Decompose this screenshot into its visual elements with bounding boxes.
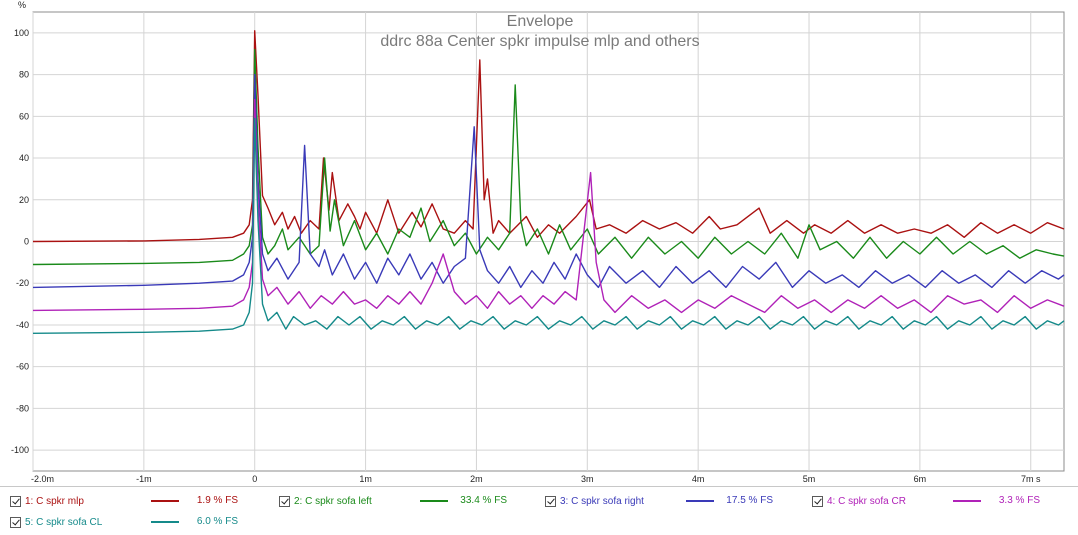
chart-title: Envelope	[507, 13, 574, 30]
legend-label: 5: C spkr sofa CL	[25, 516, 103, 528]
legend-checkbox-1[interactable]	[10, 495, 21, 507]
legend-swatch	[686, 500, 714, 502]
y-tick-label: -100	[11, 445, 29, 455]
x-tick-label: 4m	[692, 474, 705, 484]
legend-item-2: 2: C spkr sofa left	[279, 493, 372, 509]
y-tick-label: 20	[19, 195, 29, 205]
legend-label: 2: C spkr sofa left	[294, 495, 372, 507]
y-tick-label: -20	[16, 278, 29, 288]
y-tick-label: -40	[16, 320, 29, 330]
y-tick-label: -60	[16, 362, 29, 372]
legend-item-5: 5: C spkr sofa CL	[10, 514, 102, 530]
series-line-5	[32, 117, 1065, 334]
legend-checkbox-5[interactable]	[10, 516, 21, 528]
legend-label: 3: C spkr sofa right	[560, 495, 644, 507]
legend-checkbox-2[interactable]	[279, 495, 290, 507]
y-tick-label: 0	[24, 237, 29, 247]
legend-label: 1: C spkr mlp	[25, 495, 84, 507]
y-tick-label: -80	[16, 403, 29, 413]
legend-swatch	[151, 521, 179, 523]
y-tick-label: 80	[19, 70, 29, 80]
y-tick-label: 100	[14, 28, 29, 38]
x-tick-label: 2m	[470, 474, 483, 484]
y-tick-label: 40	[19, 153, 29, 163]
legend: 1: C spkr mlp 1.9 % FS 2: C spkr sofa left…	[0, 486, 1078, 535]
x-tick-label: 5m	[803, 474, 816, 484]
series-line-1	[32, 30, 1065, 243]
series-lines	[32, 30, 1065, 334]
chart-subtitle: ddrc 88a Center spkr impulse mlp and oth…	[380, 33, 699, 50]
legend-scale-value: 6.0 % FS	[196, 516, 238, 527]
legend-checkbox-4[interactable]	[812, 495, 823, 507]
legend-swatch	[151, 500, 179, 502]
series-line-4	[32, 98, 1065, 314]
x-tick-label: 3m	[581, 474, 594, 484]
legend-item-1: 1: C spkr mlp	[10, 493, 84, 509]
y-tick-label: 60	[19, 111, 29, 121]
x-tick-label: 6m	[914, 474, 927, 484]
x-tick-label: 7m s	[1021, 474, 1041, 484]
legend-scale-value: 33.4 % FS	[460, 495, 507, 506]
legend-swatch	[420, 500, 448, 502]
x-tick-label: -1m	[136, 474, 152, 484]
y-axis-unit: %	[18, 0, 26, 10]
axis-ticks: 100 80 60 40 20 0 -20 -40 -60 -80 -100 -2.0m -1m 0 1m 2…	[11, 28, 1041, 484]
legend-scale-value: 3.3 % FS	[998, 495, 1040, 506]
legend-item-3: 3: C spkr sofa right	[545, 493, 644, 509]
legend-swatch	[953, 500, 981, 502]
legend-scale-value: 1.9 % FS	[196, 495, 238, 506]
legend-scale-value: 17.5 % FS	[726, 495, 773, 506]
series-line-2	[32, 48, 1065, 266]
legend-label: 4: C spkr sofa CR	[827, 495, 906, 507]
envelope-chart: 100 80 60 40 20 0 -20 -40 -60 -80 -100 -2.0m -1m 0 1m 2…	[11, 0, 1065, 484]
x-tick-label: 1m	[359, 474, 372, 484]
legend-checkbox-3[interactable]	[545, 495, 556, 507]
series-line-3	[32, 73, 1065, 289]
x-tick-label: 0	[252, 474, 257, 484]
x-tick-label: -2.0m	[31, 474, 54, 484]
legend-item-4: 4: C spkr sofa CR	[812, 493, 906, 509]
